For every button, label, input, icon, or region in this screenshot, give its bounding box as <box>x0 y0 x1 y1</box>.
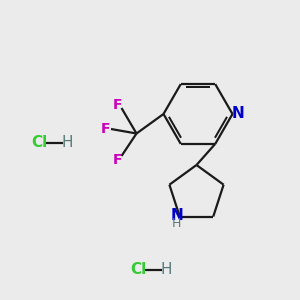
Text: N: N <box>232 106 244 122</box>
Text: H: H <box>61 135 73 150</box>
Text: H: H <box>160 262 172 278</box>
Text: N: N <box>170 208 183 223</box>
Text: F: F <box>101 122 110 136</box>
Text: H: H <box>172 217 182 230</box>
Text: Cl: Cl <box>130 262 146 278</box>
Text: Cl: Cl <box>31 135 47 150</box>
Text: F: F <box>113 98 123 112</box>
Text: F: F <box>113 153 123 166</box>
